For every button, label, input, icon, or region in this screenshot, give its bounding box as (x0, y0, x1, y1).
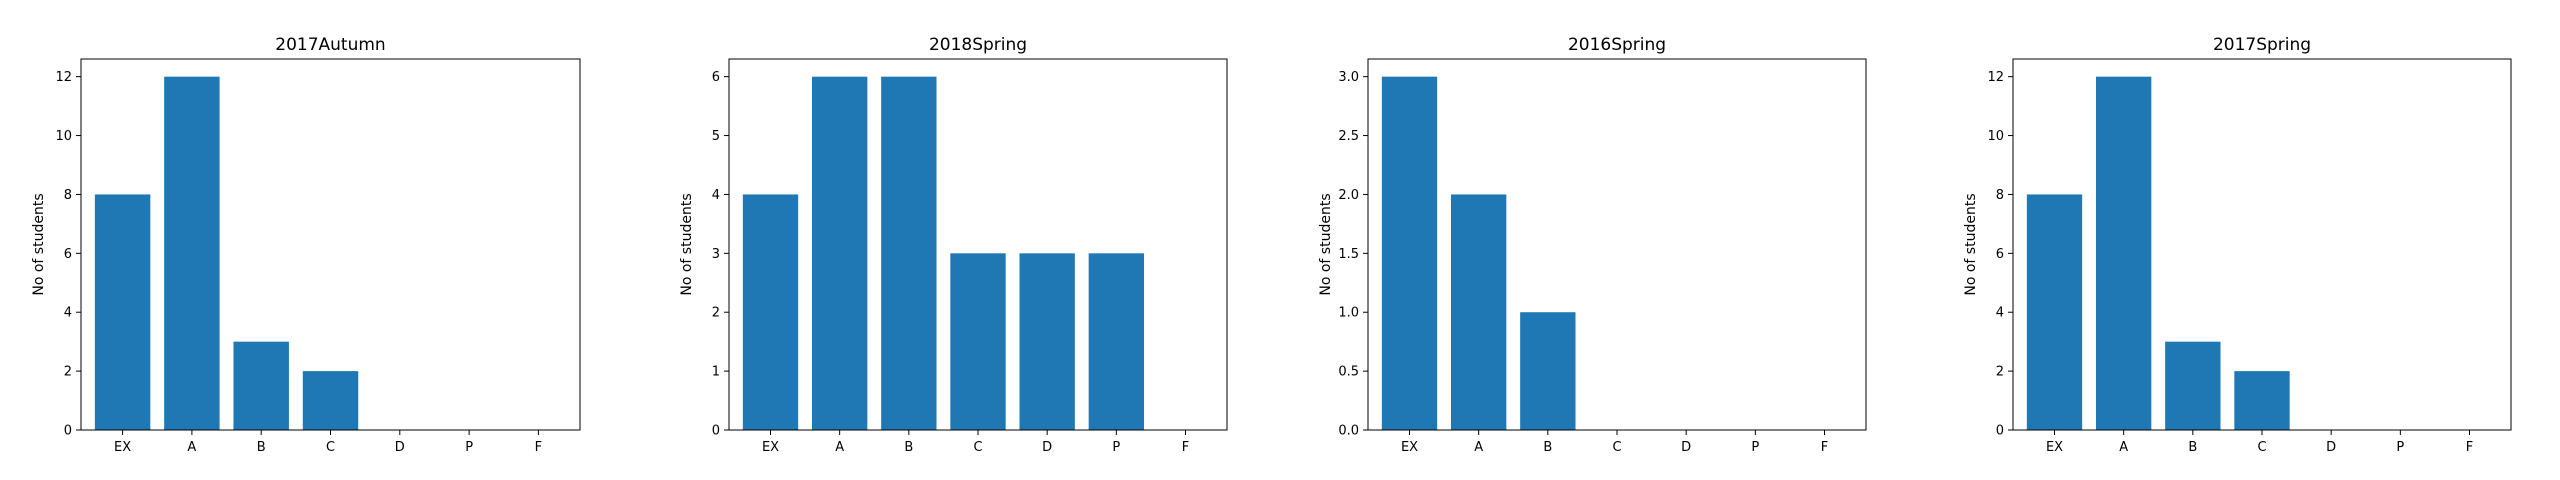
chart-panel-4: EX A B C D P F 0 2 4 6 8 10 12 2017Spring No of student… (1963, 35, 2512, 455)
y-tick-label: 1 (712, 365, 720, 380)
y-tick-label: 2 (712, 306, 720, 321)
y-tick-label: 2 (64, 365, 72, 380)
bar-a (1451, 194, 1507, 430)
y-axis-label: No of students (679, 193, 695, 295)
chart-title: 2018Spring (929, 35, 1027, 55)
x-tick-label: D (395, 440, 405, 455)
bar-p (1088, 253, 1144, 430)
plot-frame (728, 58, 1228, 431)
y-tick-label: 0 (64, 424, 72, 439)
bar-c (2234, 371, 2290, 430)
bar-b (233, 341, 289, 430)
bar-b (881, 76, 937, 431)
plot-frame (1367, 58, 1867, 431)
x-tick-label: C (1612, 440, 1621, 455)
y-axis-label: No of students (1963, 193, 1979, 295)
y-tick-label: 0 (712, 424, 720, 439)
y-tick-label: 4 (64, 306, 72, 321)
x-tick-label: B (904, 440, 913, 455)
plot-frame (80, 58, 581, 431)
x-tick-label: P (2396, 440, 2404, 455)
x-tick-label: F (535, 440, 542, 455)
x-tick-label: C (326, 440, 335, 455)
y-tick-label: 3.0 (1338, 70, 1359, 85)
y-tick-label: 4 (1996, 306, 2004, 321)
bar-b (1520, 312, 1576, 430)
bar-ex (2026, 194, 2083, 430)
y-tick-label: 6 (64, 247, 72, 262)
y-axis-label: No of students (31, 193, 47, 295)
y-tick-label: 8 (1996, 188, 2004, 203)
x-tick-label: EX (1401, 440, 1418, 455)
chart-title: 2017Autumn (275, 35, 385, 55)
x-tick-label: D (2326, 440, 2336, 455)
x-tick-label: P (1112, 440, 1120, 455)
y-axis-label: No of students (1318, 193, 1334, 295)
x-tick-label: P (1751, 440, 1759, 455)
x-tick-label: C (973, 440, 982, 455)
x-tick-label: A (187, 440, 196, 455)
y-tick-label: 12 (55, 70, 72, 85)
bar-ex (94, 194, 151, 430)
x-tick-label: EX (762, 440, 779, 455)
x-tick-label: D (1042, 440, 1052, 455)
x-tick-label: D (1681, 440, 1691, 455)
chart-title: 2016Spring (1568, 35, 1666, 55)
x-tick-label: EX (114, 440, 131, 455)
x-tick-label: A (2119, 440, 2128, 455)
plot-frame (2012, 58, 2512, 431)
bar-ex (742, 194, 799, 430)
x-tick-label: A (835, 440, 844, 455)
chart-panel-1: EX A B C D P F 0 2 4 6 8 10 12 2017Autumn No of student… (31, 35, 581, 455)
chart-panel-2: EX A B C D P F 0 1 2 3 4 5 6 2018Spring No of students (679, 35, 1228, 455)
bar-a (164, 76, 220, 431)
y-tick-label: 10 (55, 129, 72, 144)
y-tick-label: 6 (1996, 247, 2004, 262)
x-tick-label: C (2257, 440, 2266, 455)
x-tick-label: A (1474, 440, 1483, 455)
y-tick-label: 2 (1996, 365, 2004, 380)
y-tick-label: 0.5 (1338, 365, 1359, 380)
y-tick-label: 0.0 (1338, 424, 1359, 439)
bar-a (2096, 76, 2152, 431)
y-tick-label: 4 (712, 188, 720, 203)
x-tick-label: F (1821, 440, 1828, 455)
y-tick-label: 0 (1996, 424, 2004, 439)
y-tick-label: 1.5 (1338, 247, 1359, 262)
x-tick-label: EX (2046, 440, 2063, 455)
bar-b (2165, 341, 2221, 430)
y-tick-label: 1.0 (1338, 306, 1359, 321)
bar-a (812, 76, 868, 431)
y-tick-label: 12 (1987, 70, 2004, 85)
y-tick-label: 3 (712, 247, 720, 262)
chart-title: 2017Spring (2213, 35, 2311, 55)
bar-ex (1381, 76, 1438, 431)
y-tick-label: 6 (712, 70, 720, 85)
chart-panel-3: EX A B C D P F 0.0 0.5 1.0 1.5 2.0 2.5 3.0 2016Spring N… (1318, 35, 1867, 455)
x-tick-label: B (1543, 440, 1552, 455)
y-tick-label: 2.0 (1338, 188, 1359, 203)
y-tick-label: 5 (712, 129, 720, 144)
x-tick-label: B (2188, 440, 2197, 455)
y-tick-label: 2.5 (1338, 129, 1359, 144)
y-tick-label: 10 (1987, 129, 2004, 144)
x-tick-label: F (2466, 440, 2473, 455)
x-tick-label: P (465, 440, 473, 455)
bar-c (950, 253, 1006, 430)
bar-d (1019, 253, 1075, 430)
bar-c (302, 371, 359, 430)
y-tick-label: 8 (64, 188, 72, 203)
x-tick-label: F (1182, 440, 1189, 455)
x-tick-label: B (257, 440, 266, 455)
